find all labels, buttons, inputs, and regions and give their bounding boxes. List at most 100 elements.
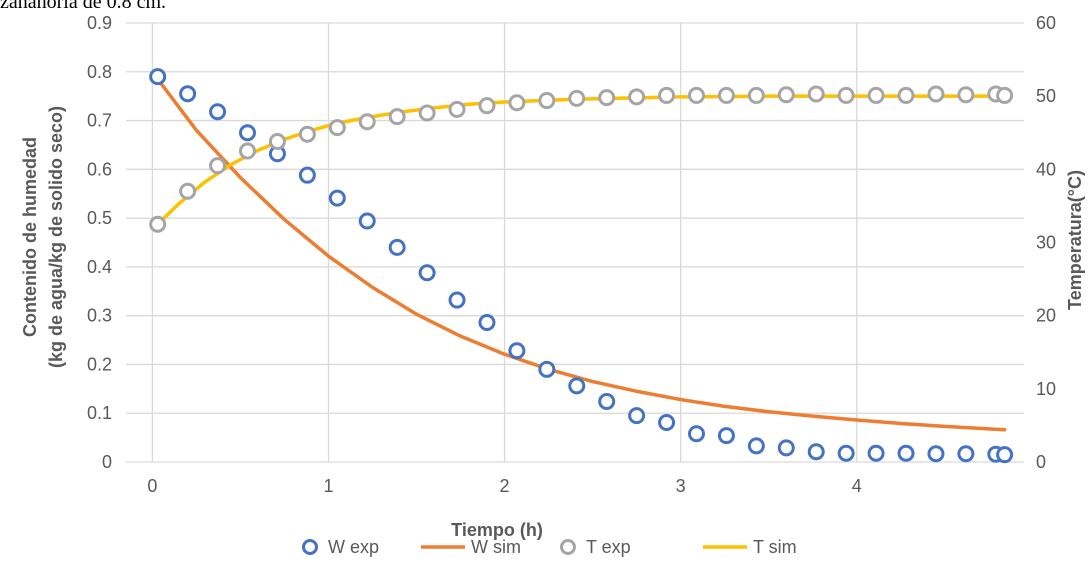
data-point	[358, 212, 376, 230]
y-right-tick-label: 30	[1036, 233, 1056, 253]
y-left-tick-label: 0.4	[87, 257, 112, 277]
legend-label: T sim	[753, 537, 797, 557]
y-right-tick-label: 10	[1036, 379, 1056, 399]
caption-fragment: zanahoria de 0.8 cm.	[0, 0, 167, 13]
data-point	[807, 85, 825, 103]
gridlines	[126, 22, 1024, 463]
data-point	[209, 103, 227, 121]
y-axis-left-title-line2: (kg de agua/kg de solido seco)	[46, 106, 66, 368]
data-point	[996, 86, 1014, 104]
legend-label: T exp	[586, 537, 631, 557]
x-tick-label: 4	[852, 476, 862, 496]
y-right-tick-label: 20	[1036, 306, 1056, 326]
data-point	[957, 86, 975, 104]
data-point	[538, 92, 556, 110]
data-point	[927, 445, 945, 463]
y-right-tick-label: 0	[1036, 452, 1046, 472]
data-point	[747, 86, 765, 104]
y-axis-left-title-line1: Contenido de humedad	[20, 137, 40, 337]
data-point	[238, 142, 256, 160]
data-point	[837, 86, 855, 104]
series-markers-w-exp	[149, 68, 1014, 464]
legend: W exp W sim T exp T sim	[302, 537, 797, 557]
y-left-tick-label: 0.8	[87, 62, 112, 82]
y-axis-right-title: Temperatura(°C)	[1065, 170, 1085, 310]
y-right-tick-label: 40	[1036, 159, 1056, 179]
data-point	[957, 445, 975, 463]
data-point	[448, 291, 466, 309]
y-left-tick-label: 0.3	[87, 306, 112, 326]
data-point	[807, 443, 825, 461]
y-right-tick-label: 50	[1036, 86, 1056, 106]
data-point	[927, 85, 945, 103]
data-point	[687, 86, 705, 104]
legend-item-t-exp: T exp	[560, 537, 631, 557]
series-line-w-sim	[155, 77, 1007, 432]
series	[149, 68, 1014, 464]
data-point	[478, 313, 496, 331]
data-point	[149, 68, 167, 86]
data-point	[777, 86, 795, 104]
data-point	[747, 437, 765, 455]
data-point	[298, 166, 316, 184]
y-left-tick-label: 0.2	[87, 354, 112, 374]
data-point	[268, 133, 286, 151]
tick-labels: 00.10.20.30.40.50.60.70.80.9010203040506…	[87, 13, 1056, 496]
x-tick-label: 2	[500, 476, 510, 496]
data-point	[897, 86, 915, 104]
data-point	[598, 89, 616, 107]
x-tick-label: 3	[676, 476, 686, 496]
data-point	[238, 124, 256, 142]
x-tick-label: 1	[323, 476, 333, 496]
series-markers-t-exp	[149, 85, 1014, 233]
legend-item-w-sim: W sim	[421, 537, 521, 557]
y-left-tick-label: 0.1	[87, 403, 112, 423]
data-point	[996, 446, 1014, 464]
data-point	[777, 439, 795, 457]
data-point	[418, 264, 436, 282]
data-point	[687, 425, 705, 443]
data-point	[478, 97, 496, 115]
legend-item-w-exp: W exp	[302, 537, 379, 557]
data-point	[628, 88, 646, 106]
data-point	[538, 360, 556, 378]
data-point	[867, 86, 885, 104]
legend-label: W sim	[471, 537, 521, 557]
legend-marker	[560, 539, 576, 555]
data-point	[328, 189, 346, 207]
y-left-tick-label: 0.9	[87, 13, 112, 33]
data-point	[448, 100, 466, 118]
data-point	[568, 89, 586, 107]
y-right-tick-label: 60	[1036, 13, 1056, 33]
data-point	[658, 86, 676, 104]
data-point	[658, 413, 676, 431]
data-point	[717, 427, 735, 445]
y-left-tick-label: 0.7	[87, 111, 112, 131]
x-tick-label: 0	[147, 476, 157, 496]
legend-item-t-sim: T sim	[703, 537, 797, 557]
data-point	[358, 113, 376, 131]
y-left-tick-label: 0	[102, 452, 112, 472]
data-point	[388, 108, 406, 126]
data-point	[628, 407, 646, 425]
data-point	[897, 444, 915, 462]
y-left-tick-label: 0.6	[87, 159, 112, 179]
data-point	[508, 94, 526, 112]
series-line-t-sim	[155, 94, 1007, 226]
data-point	[568, 377, 586, 395]
data-point	[149, 215, 167, 233]
legend-marker	[302, 539, 318, 555]
legend-label: W exp	[328, 537, 379, 557]
data-point	[867, 444, 885, 462]
y-left-tick-label: 0.5	[87, 208, 112, 228]
data-point	[298, 125, 316, 143]
data-point	[179, 182, 197, 200]
data-point	[598, 393, 616, 411]
y-axis-left-title: Contenido de humedad (kg de agua/kg de s…	[20, 106, 66, 368]
data-point	[717, 86, 735, 104]
x-axis-title: Tiempo (h)	[451, 520, 543, 540]
data-point	[209, 157, 227, 175]
data-point	[508, 342, 526, 360]
data-point	[179, 85, 197, 103]
